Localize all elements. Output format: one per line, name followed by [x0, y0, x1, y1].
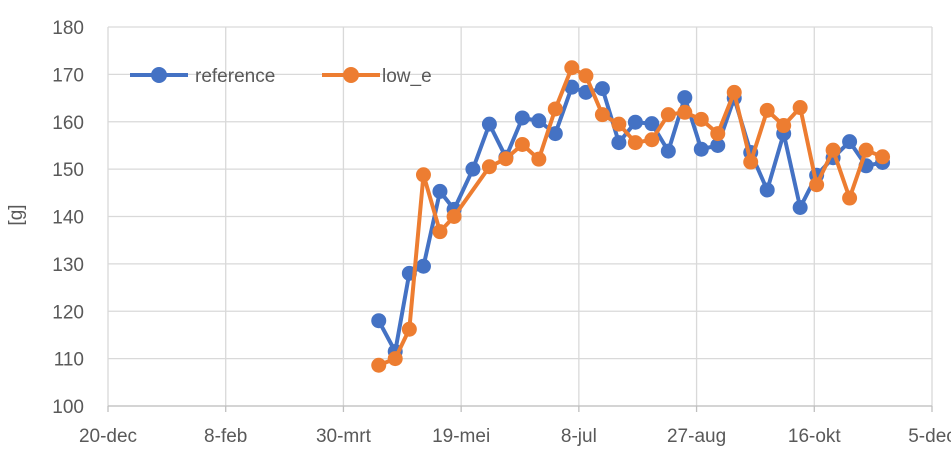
legend-item: reference	[130, 66, 275, 87]
data-point	[611, 135, 627, 151]
data-point	[809, 177, 825, 193]
y-tick-label: 180	[52, 18, 84, 39]
data-point	[514, 110, 530, 126]
series-low_e	[371, 60, 891, 373]
data-point	[481, 116, 497, 132]
data-point	[514, 136, 530, 152]
data-point	[564, 79, 580, 95]
data-point	[594, 107, 610, 123]
data-point	[842, 190, 858, 206]
data-point	[547, 101, 563, 117]
data-point	[465, 161, 481, 177]
y-tick-label: 140	[52, 208, 84, 229]
data-point	[564, 60, 580, 76]
y-tick-label: 100	[52, 397, 84, 418]
legend-label: reference	[195, 66, 275, 87]
x-tick-label: 19-mei	[432, 426, 490, 447]
legend-label: low_e	[382, 66, 432, 87]
data-point	[660, 143, 676, 159]
legend-marker	[151, 67, 167, 83]
data-point	[371, 313, 387, 329]
y-tick-label: 150	[52, 160, 84, 181]
data-point	[776, 118, 792, 134]
data-point	[594, 81, 610, 97]
y-axis-label: [g]	[6, 204, 27, 225]
data-point	[726, 84, 742, 100]
data-point	[371, 357, 387, 373]
legend-item: low_e	[322, 66, 432, 87]
data-point	[432, 224, 448, 240]
y-tick-label: 170	[52, 65, 84, 86]
x-tick-label: 20-dec	[79, 426, 137, 447]
data-point	[387, 351, 403, 367]
series	[371, 60, 891, 373]
data-point	[792, 100, 808, 116]
data-point	[693, 111, 709, 127]
axes: 100 110 120 130 140 150 160 170 180 20-dec 8-feb 30…	[52, 18, 951, 447]
data-point	[547, 126, 563, 142]
data-point	[644, 132, 660, 148]
data-point	[531, 113, 547, 129]
data-point	[660, 107, 676, 123]
x-tick-label: 8-feb	[204, 426, 247, 447]
legend: reference low_e	[130, 66, 432, 87]
data-point	[627, 114, 643, 130]
data-point	[677, 90, 693, 106]
data-point	[531, 151, 547, 167]
data-point	[710, 126, 726, 142]
x-tick-label: 8-jul	[561, 426, 597, 447]
data-point	[415, 167, 431, 183]
data-point	[693, 141, 709, 157]
data-point	[627, 135, 643, 151]
data-point	[578, 68, 594, 84]
data-point	[432, 183, 448, 199]
data-point	[710, 137, 726, 153]
data-point	[677, 104, 693, 120]
x-tick-label: 27-aug	[667, 426, 726, 447]
x-tick-label: 16-okt	[788, 426, 842, 447]
data-point	[446, 209, 462, 224]
data-point	[858, 142, 874, 158]
data-point	[401, 321, 417, 337]
data-point	[498, 151, 514, 167]
x-tick-label: 30-mrt	[316, 426, 372, 447]
data-point	[759, 102, 775, 118]
y-tick-label: 130	[52, 255, 84, 276]
data-point	[875, 149, 891, 165]
data-point	[792, 199, 808, 215]
data-point	[611, 116, 627, 132]
legend-marker	[343, 67, 359, 83]
data-point	[825, 142, 841, 158]
y-tick-label: 120	[52, 302, 84, 323]
data-point	[481, 159, 497, 175]
data-point	[842, 134, 858, 150]
y-tick-label: 160	[52, 113, 84, 134]
x-tick-label: 5-dec	[908, 426, 951, 447]
data-point	[644, 116, 660, 132]
data-point	[743, 154, 759, 170]
data-point	[759, 182, 775, 198]
y-tick-label: 110	[54, 350, 84, 371]
data-point	[415, 258, 431, 274]
